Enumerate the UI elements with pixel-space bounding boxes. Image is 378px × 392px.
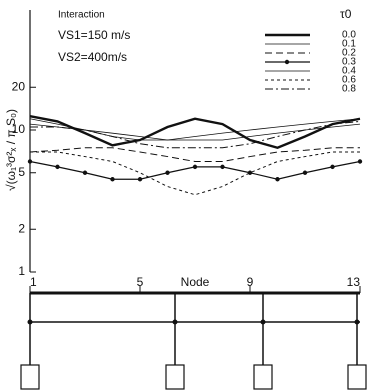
legend-label: 0.0 (342, 30, 356, 41)
series-line (29, 160, 361, 180)
series-line (29, 115, 361, 150)
annotation: VS2=400m/s (58, 50, 127, 64)
y-tick-label: 1 (18, 264, 25, 278)
legend-label: 0.1 (342, 39, 356, 50)
point (192, 164, 198, 170)
point (137, 177, 143, 182)
y-axis-label: √(ω₁³σ²ₓ / π S₀) (4, 109, 18, 191)
point (55, 164, 60, 170)
legend-label: 0.6 (342, 75, 356, 86)
point (330, 164, 335, 170)
legend-marker (284, 59, 290, 65)
point (247, 170, 253, 175)
legend-title: τ0 (340, 7, 352, 21)
y-tick-label: 2 (18, 221, 25, 235)
x-tick-label: 13 (347, 275, 361, 289)
series-line (30, 151, 360, 196)
annotation: Interaction (58, 10, 105, 21)
legend-label: 0.8 (342, 84, 356, 95)
series-line (29, 147, 360, 163)
x-tick-label: 9 (247, 275, 254, 289)
legend-label: 0.4 (342, 66, 356, 77)
point (275, 177, 280, 182)
y-tick-label: 20 (12, 79, 26, 93)
point (82, 170, 88, 175)
legend-label: 0.3 (342, 57, 356, 68)
legend-label: 0.2 (342, 48, 356, 59)
point (357, 159, 363, 164)
point (302, 170, 308, 175)
annotation: VS1=150 m/s (58, 28, 130, 42)
series-line (30, 120, 361, 149)
x-tick-label: 5 (137, 275, 144, 289)
point (165, 170, 170, 175)
y-tick-label: 10 (12, 122, 26, 136)
y-tick-label: 5 (18, 165, 25, 179)
x-axis-label: Node (181, 275, 210, 289)
frame-diagram (20, 291, 367, 390)
point (220, 164, 225, 170)
point (27, 159, 33, 164)
point (110, 177, 115, 182)
x-tick-label: 1 (30, 275, 37, 289)
